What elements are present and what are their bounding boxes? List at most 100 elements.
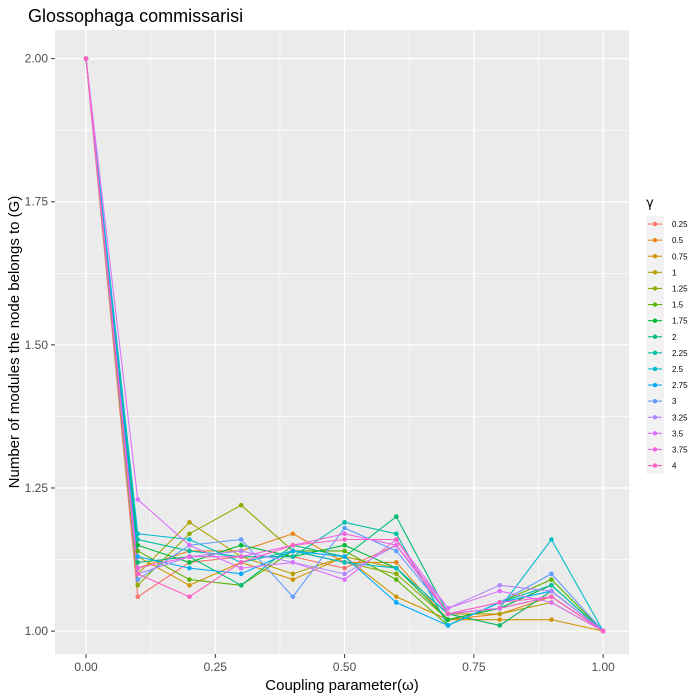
legend-key-point (652, 286, 658, 291)
data-point (497, 600, 503, 605)
legend-key-point (652, 350, 658, 356)
data-point (290, 594, 296, 600)
data-point (290, 560, 296, 565)
x-tick-label: 0.75 (462, 660, 486, 674)
legend-key-point (652, 334, 658, 339)
legend-label: 3.25 (672, 413, 688, 422)
data-point (393, 577, 399, 582)
legend-key-point (652, 237, 658, 243)
data-point (600, 628, 606, 634)
data-point (290, 554, 296, 559)
data-point (238, 554, 244, 559)
data-point (549, 600, 554, 605)
data-point (238, 560, 244, 565)
data-point (238, 542, 244, 548)
legend-label: 3 (672, 397, 677, 406)
legend-key-point (652, 254, 658, 259)
legend-label: 2 (672, 333, 677, 342)
x-axis-title: Coupling parameter(ω) (265, 677, 418, 694)
data-point (549, 588, 554, 594)
legend-key-point (652, 221, 658, 227)
data-point (290, 548, 296, 554)
data-point (238, 548, 244, 554)
data-point (549, 617, 554, 622)
legend-label: 0.75 (672, 252, 688, 261)
data-point (342, 520, 347, 525)
legend-label: 2.5 (672, 365, 684, 374)
legend-key-point (652, 270, 658, 275)
data-point (393, 537, 399, 542)
data-point (187, 531, 192, 537)
data-point (393, 565, 399, 571)
legend-label: 1.5 (672, 301, 684, 310)
data-point (342, 554, 347, 559)
data-point (187, 560, 192, 565)
legend-label: 1 (672, 268, 677, 277)
legend-key-point (652, 302, 658, 307)
data-point (497, 623, 503, 628)
data-point (497, 583, 503, 588)
data-point (238, 583, 244, 588)
legend-label: 3.5 (672, 429, 684, 438)
legend-key-point (652, 415, 658, 420)
data-point (135, 548, 141, 554)
legend-key-point (652, 431, 658, 436)
legend-key-point (652, 447, 658, 452)
x-tick-label: 0.25 (204, 660, 228, 674)
data-point (135, 497, 141, 502)
data-point (187, 548, 192, 554)
data-point (342, 577, 347, 582)
data-point (549, 583, 554, 588)
data-point (445, 623, 451, 628)
legend: γ 0.25 0.5 0.75 1 1.25 1.5 1.75 2 2.25 2.5 2.75 3 3.… (646, 196, 688, 474)
data-point (135, 531, 141, 537)
data-point (497, 588, 503, 594)
data-point (393, 542, 399, 548)
data-point (549, 571, 554, 577)
chart-title: Glossophaga commissarisi (28, 6, 243, 26)
data-point (342, 525, 347, 531)
y-tick-label: 1.25 (25, 481, 49, 495)
legend-label: 1.25 (672, 284, 688, 293)
legend-key-point (652, 318, 658, 323)
data-point (238, 565, 244, 571)
legend-label: 2.25 (672, 349, 688, 358)
data-point (342, 548, 347, 554)
data-point (445, 605, 451, 611)
data-point (393, 594, 399, 600)
data-point (187, 594, 192, 600)
data-point (187, 537, 192, 542)
legend-title: γ (646, 196, 654, 211)
data-point (393, 571, 399, 577)
data-point (187, 520, 192, 525)
data-point (497, 617, 503, 622)
data-point (238, 537, 244, 542)
data-point (187, 565, 192, 571)
data-point (342, 542, 347, 548)
data-point (497, 611, 503, 617)
legend-label: 1.75 (672, 317, 688, 326)
data-point (445, 611, 451, 617)
y-tick-label: 1.75 (25, 195, 49, 209)
data-point (135, 554, 141, 559)
data-point (135, 577, 141, 582)
x-tick-label: 0.00 (74, 660, 98, 674)
data-point (187, 583, 192, 588)
data-point (342, 565, 347, 571)
data-point (393, 531, 399, 537)
legend-label: 0.25 (672, 220, 688, 229)
data-point (135, 560, 141, 565)
data-point (393, 560, 399, 565)
data-point (290, 542, 296, 548)
y-axis-title: Number of modules the node belongs to (G… (6, 196, 23, 489)
legend-key-point (652, 398, 658, 404)
legend-label: 2.75 (672, 381, 688, 390)
data-point (445, 617, 451, 622)
data-point (342, 537, 347, 542)
x-tick-label: 0.50 (333, 660, 357, 674)
legend-label: 3.75 (672, 445, 688, 454)
data-point (238, 571, 244, 577)
legend-key-point (652, 463, 658, 468)
